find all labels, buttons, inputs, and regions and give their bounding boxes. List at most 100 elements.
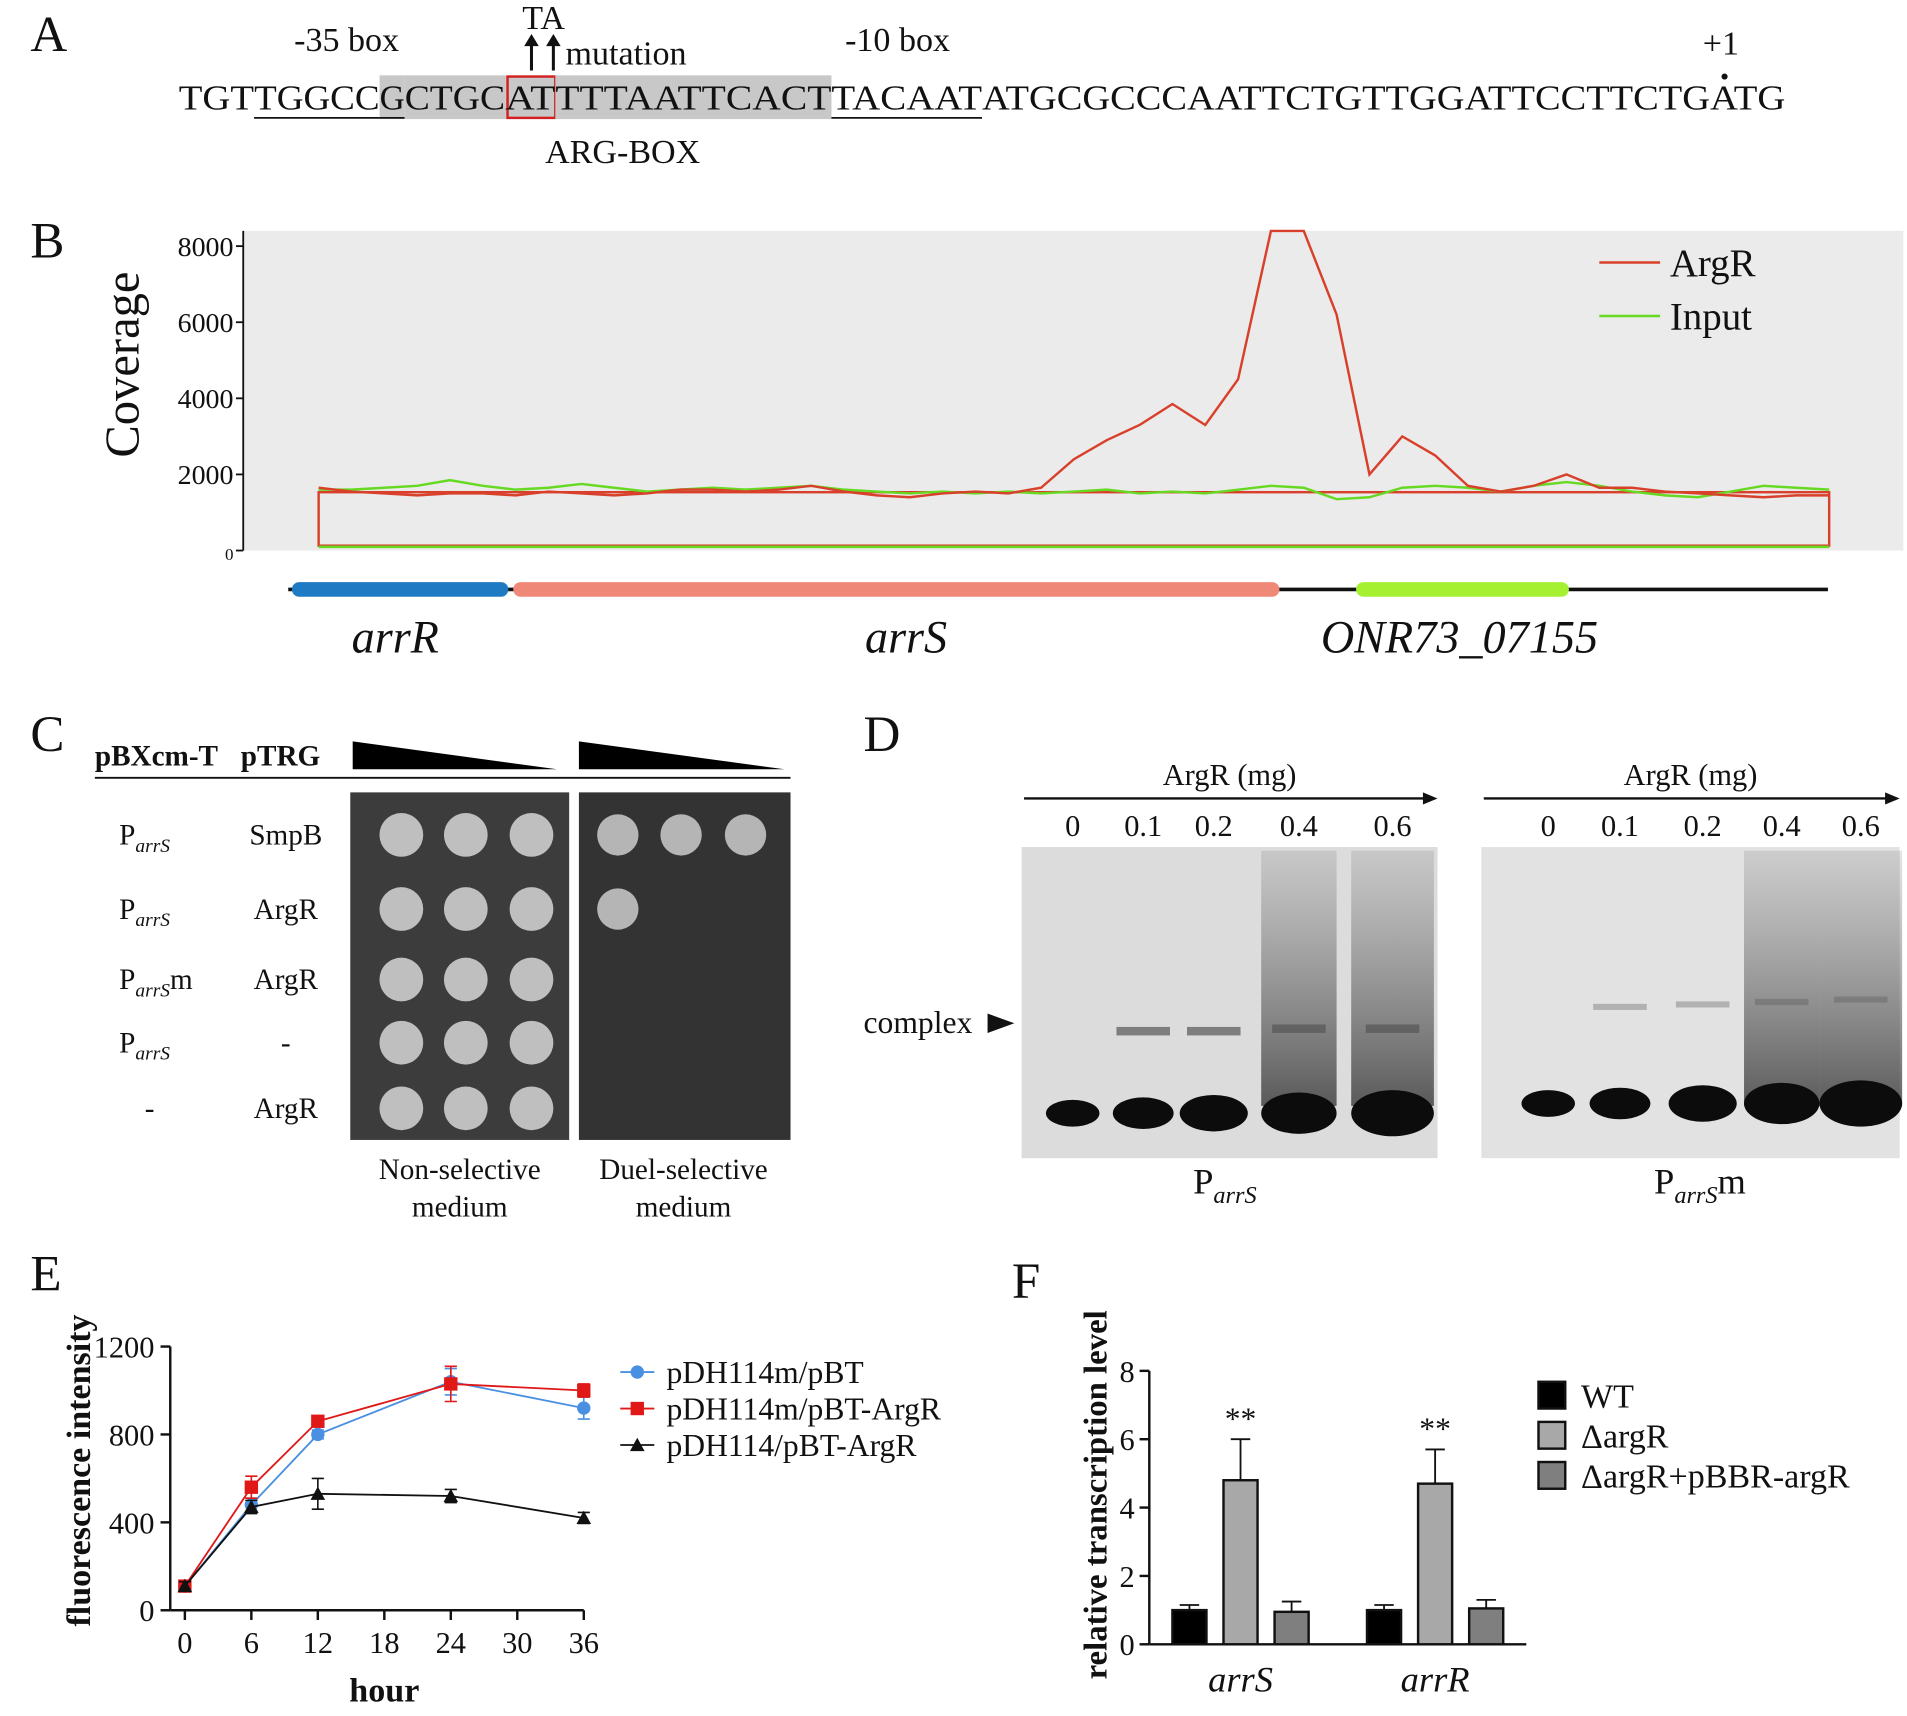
y-tick-label: 6000: [178, 308, 234, 339]
data-point: [577, 1383, 591, 1398]
gene-label: arrR: [352, 612, 439, 663]
gene: [513, 582, 1280, 597]
bait-label: -: [145, 1093, 155, 1125]
lane-label: 0.2: [1684, 809, 1722, 843]
y-axis-label: relative transcription level: [1079, 1310, 1115, 1679]
start-label: +1: [1703, 26, 1739, 63]
mutation-base: TA: [522, 0, 565, 37]
colony: [443, 957, 488, 1002]
complex-band: [1754, 998, 1809, 1006]
free-probe-band: [1589, 1087, 1651, 1120]
bait-label: ParrSm: [119, 964, 193, 1001]
y-tick-label: 0: [1120, 1628, 1135, 1662]
minus10-label: -10 box: [845, 22, 950, 59]
prey-label: SmpB: [249, 820, 322, 852]
free-probe-band: [1045, 1099, 1100, 1127]
sequence-segment: AT: [505, 78, 555, 117]
free-probe-band: [1261, 1092, 1337, 1134]
emsa-title: ArgR (mg): [1163, 758, 1297, 792]
significance-label: **: [1225, 1402, 1257, 1437]
prey-label: ArgR: [254, 964, 319, 996]
arg-box-shade: [505, 75, 556, 120]
probe-label: ParrSm: [1654, 1161, 1746, 1209]
bar: [1365, 1608, 1403, 1646]
colony: [724, 814, 767, 856]
dilution-wedge: [352, 741, 558, 770]
bait-subscript: arrS: [135, 836, 170, 857]
smear: [1744, 850, 1820, 1106]
legend-swatch: [1537, 1420, 1567, 1450]
y-tick-label: 4: [1120, 1492, 1135, 1526]
arg-box-label: ARG-BOX: [545, 134, 700, 171]
smear: [1819, 850, 1903, 1106]
data-point: [444, 1377, 458, 1391]
legend-marker: [630, 1401, 644, 1416]
dilution-wedge: [578, 741, 785, 770]
minus35-label: -35 box: [294, 22, 399, 59]
coverage-line: [318, 229, 1830, 499]
free-probe-band: [1819, 1080, 1903, 1127]
probe-subscript: arrS: [1213, 1182, 1256, 1209]
colony: [660, 814, 702, 856]
y-tick-label: 1200: [94, 1330, 155, 1364]
x-tick-label: 12: [303, 1626, 333, 1660]
bait-name: -: [145, 1093, 155, 1125]
data-point: [244, 1480, 259, 1494]
free-probe-band: [1668, 1085, 1737, 1122]
legend-marker: [629, 1437, 645, 1452]
medium-label: Non-selective: [379, 1154, 541, 1186]
colony: [509, 813, 554, 857]
colony: [443, 813, 488, 857]
data-point: [244, 1499, 259, 1514]
gene: [291, 582, 509, 597]
arg-box-shade: [379, 75, 405, 120]
x-tick-label: 30: [502, 1626, 532, 1660]
legend-swatch: [1537, 1460, 1567, 1490]
arg-box-shade: [555, 75, 832, 120]
bait-label: ParrS: [119, 1027, 170, 1064]
sequence-segment: TGGCC: [254, 78, 380, 117]
error-bar: [1281, 1600, 1302, 1612]
sequence-segment: TACAAT: [831, 78, 982, 117]
y-tick-label: 0: [225, 545, 234, 564]
complex-band: [1116, 1026, 1170, 1036]
lane-label: 0.1: [1601, 809, 1639, 843]
sequence-segment: ATG: [1710, 78, 1785, 117]
lane-label: 0.1: [1124, 809, 1162, 843]
free-probe-band: [1112, 1097, 1174, 1130]
y-tick-label: 800: [109, 1418, 155, 1452]
legend-label: WT: [1581, 1378, 1634, 1415]
colony: [509, 1020, 554, 1065]
panel-label: B: [30, 213, 64, 270]
x-axis-label: hour: [349, 1672, 419, 1709]
probe-name: P: [1654, 1161, 1674, 1201]
titration-arrowhead: [1422, 792, 1438, 805]
y-tick-label: 6: [1120, 1423, 1135, 1457]
medium-label: medium: [636, 1192, 732, 1224]
y-tick-label: 4000: [178, 384, 234, 415]
colony: [379, 813, 424, 857]
bar: [1273, 1610, 1310, 1646]
colony: [509, 887, 554, 931]
legend-label: ΔargR+pBBR-argR: [1581, 1459, 1850, 1496]
legend-label: pDH114m/pBT-ArgR: [666, 1391, 941, 1426]
bar: [1416, 1482, 1454, 1646]
free-probe-band: [1351, 1090, 1434, 1137]
data-point: [311, 1427, 325, 1442]
complex-pointer: [987, 1013, 1015, 1034]
titration-arrowhead: [1885, 792, 1900, 805]
lane-label: 0.4: [1763, 809, 1801, 843]
lane-label: 0: [1541, 809, 1556, 843]
error-bar: [1230, 1438, 1251, 1481]
complex-label: complex: [864, 1005, 973, 1040]
prey-label: ArgR: [254, 1093, 319, 1125]
x-tick-label: 36: [569, 1626, 599, 1660]
coverage-line: [318, 478, 1830, 501]
bar: [1222, 1479, 1259, 1646]
probe-name: P: [1193, 1161, 1213, 1201]
y-tick-label: 8000: [178, 232, 234, 263]
column-header: pBXcm-T: [95, 741, 218, 773]
legend-label: ΔargR: [1581, 1418, 1669, 1455]
colony: [443, 1020, 488, 1065]
